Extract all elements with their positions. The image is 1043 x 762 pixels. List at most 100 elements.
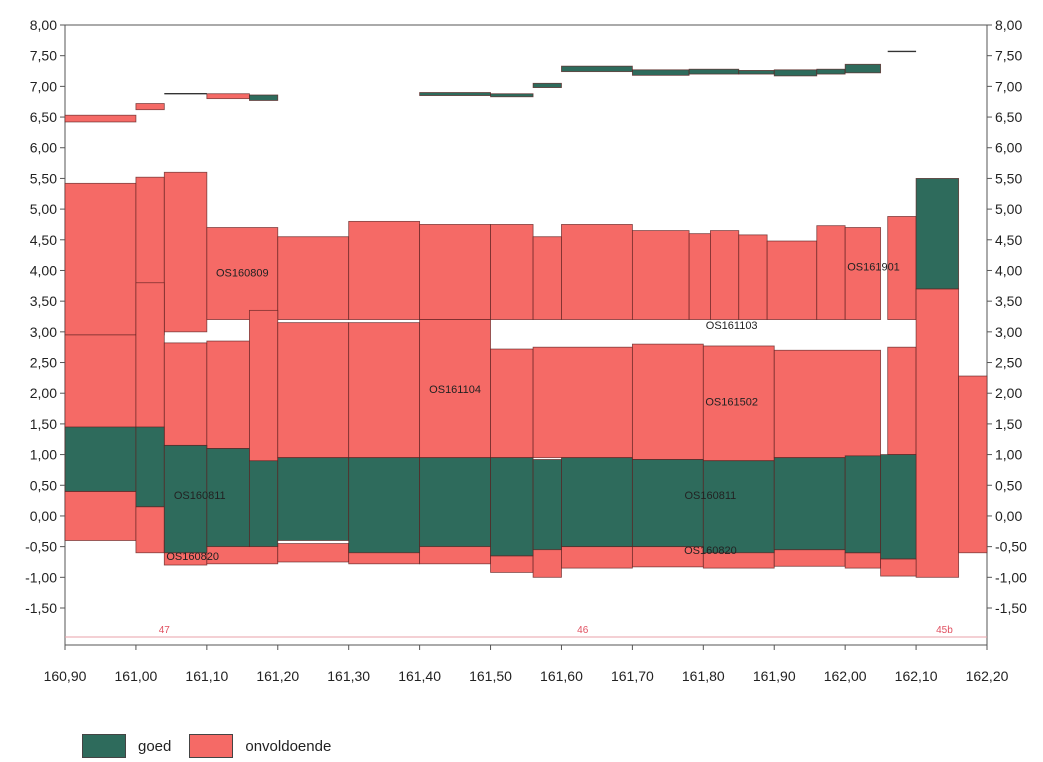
y-tick-label-left: 5,50 — [30, 170, 57, 186]
y-tick-label-left: -0,50 — [25, 539, 57, 555]
bar-onvoldoende — [419, 319, 491, 459]
y-tick-label-left: 7,50 — [30, 48, 57, 64]
bar-onvoldoende — [688, 233, 711, 320]
segment-label: OS160820 — [684, 545, 737, 557]
bar-onvoldoende — [348, 220, 421, 320]
x-tick-label: 161,60 — [540, 668, 583, 684]
legend-swatch-goed — [82, 734, 126, 758]
bar-goed — [844, 63, 882, 74]
y-tick-label-left: 0,00 — [30, 508, 57, 524]
bar-goed — [277, 457, 350, 541]
bar-onvoldoende — [710, 230, 740, 320]
bar-onvoldoende — [766, 240, 818, 320]
x-tick-label: 160,90 — [44, 668, 87, 684]
bar-goed — [561, 65, 633, 73]
km-marker: 47 — [159, 625, 171, 636]
legend-label-onvoldoende: onvoldoende — [245, 737, 332, 755]
bar-onvoldoende — [135, 282, 165, 431]
bar-onvoldoende — [206, 340, 250, 449]
y-tick-label-right: 0,00 — [995, 508, 1022, 524]
bar-goed — [688, 68, 740, 75]
bar-onvoldoende — [163, 171, 208, 333]
bar-goed — [490, 93, 534, 98]
y-tick-label-right: 5,00 — [995, 201, 1022, 217]
bar-onvoldoende — [419, 224, 491, 320]
bar-onvoldoende — [844, 552, 882, 569]
bar-onvoldoende — [206, 227, 279, 320]
y-tick-label-right: 2,50 — [995, 355, 1022, 371]
bar-onvoldoende — [958, 375, 988, 554]
bar-goed — [135, 426, 165, 508]
bar-goed — [631, 69, 690, 76]
x-tick-label: 161,20 — [256, 668, 299, 684]
x-tick-label: 162,20 — [966, 668, 1009, 684]
bar-goed — [248, 460, 279, 548]
y-tick-label-right: 4,50 — [995, 232, 1022, 248]
bar-goed — [163, 444, 208, 554]
bar-onvoldoende — [248, 309, 279, 463]
segment-label: OS161104 — [429, 384, 481, 396]
bar-goed — [248, 94, 279, 101]
y-tick-label-left: 8,00 — [30, 17, 57, 33]
y-tick-label-right: 3,00 — [995, 324, 1022, 340]
segment-label: OS160809 — [216, 268, 269, 280]
y-tick-label-right: 7,00 — [995, 78, 1022, 94]
bar-onvoldoende — [773, 349, 882, 459]
bar-onvoldoende — [490, 348, 534, 459]
y-tick-label-right: 1,50 — [995, 416, 1022, 432]
y-tick-label-right: 0,50 — [995, 477, 1022, 493]
y-tick-label-right: 5,50 — [995, 170, 1022, 186]
bar-onvoldoende — [348, 322, 421, 459]
y-tick-label-left: 1,50 — [30, 416, 57, 432]
segment-label: OS160811 — [685, 490, 737, 502]
x-tick-label: 161,10 — [185, 668, 228, 684]
bar-onvoldoende — [277, 543, 350, 563]
bar-goed — [915, 178, 960, 290]
y-tick-label-right: 1,00 — [995, 447, 1022, 463]
chart-canvas: OS160809 OS161104 OS161502 OS161103 OS161901… — [25, 17, 1027, 684]
bar-goed — [773, 69, 818, 77]
y-tick-label-left: -1,50 — [25, 600, 57, 616]
bar-onvoldoende — [135, 506, 165, 554]
y-tick-label-left: 2,00 — [30, 385, 57, 401]
y-tick-label-left: 5,00 — [30, 201, 57, 217]
bar-onvoldoende — [135, 103, 165, 111]
bar-goed — [206, 448, 250, 548]
y-tick-label-left: 2,50 — [30, 355, 57, 371]
bar-goed — [561, 457, 633, 548]
y-tick-label-left: 6,00 — [30, 140, 57, 156]
y-tick-label-left: 6,50 — [30, 109, 57, 125]
y-tick-label-right: -0,50 — [995, 539, 1027, 555]
x-tick-label: 162,10 — [895, 668, 938, 684]
y-tick-label-left: 3,50 — [30, 293, 57, 309]
y-tick-label-left: -1,00 — [25, 569, 57, 585]
y-tick-label-right: 4,00 — [995, 262, 1022, 278]
legend-swatch-onvoldoende — [189, 734, 234, 758]
x-tick-label: 161,00 — [115, 668, 158, 684]
data-rects — [64, 50, 988, 578]
x-tick-label: 161,80 — [682, 668, 725, 684]
segment-label: OS160811 — [174, 490, 226, 502]
axes: 160,90 161,00 161,10 161,20 161,30 161,40 161,… — [25, 17, 1027, 684]
bar-goed — [844, 455, 882, 554]
y-tick-label-left: 0,50 — [30, 477, 57, 493]
y-tick-label-right: -1,00 — [995, 569, 1027, 585]
bar-goed — [880, 454, 917, 560]
bar-onvoldoende — [702, 345, 775, 462]
bar-onvoldoende — [64, 182, 137, 336]
y-tick-label-left: 3,00 — [30, 324, 57, 340]
bar-onvoldoende — [887, 346, 917, 455]
x-tick-label: 162,00 — [824, 668, 867, 684]
y-tick-label-right: -1,50 — [995, 600, 1027, 616]
bar-onvoldoende — [277, 236, 350, 320]
bar-onvoldoende — [64, 490, 137, 541]
bar-goed — [64, 426, 137, 492]
segment-label: OS161103 — [706, 320, 758, 332]
bar-onvoldoende — [532, 236, 562, 320]
bar-onvoldoende — [64, 114, 137, 123]
bar-onvoldoende — [887, 216, 917, 320]
bar-goed — [738, 70, 775, 75]
bar-onvoldoende — [532, 346, 633, 459]
bar-goed — [773, 457, 846, 551]
bar-onvoldoende — [844, 227, 882, 320]
